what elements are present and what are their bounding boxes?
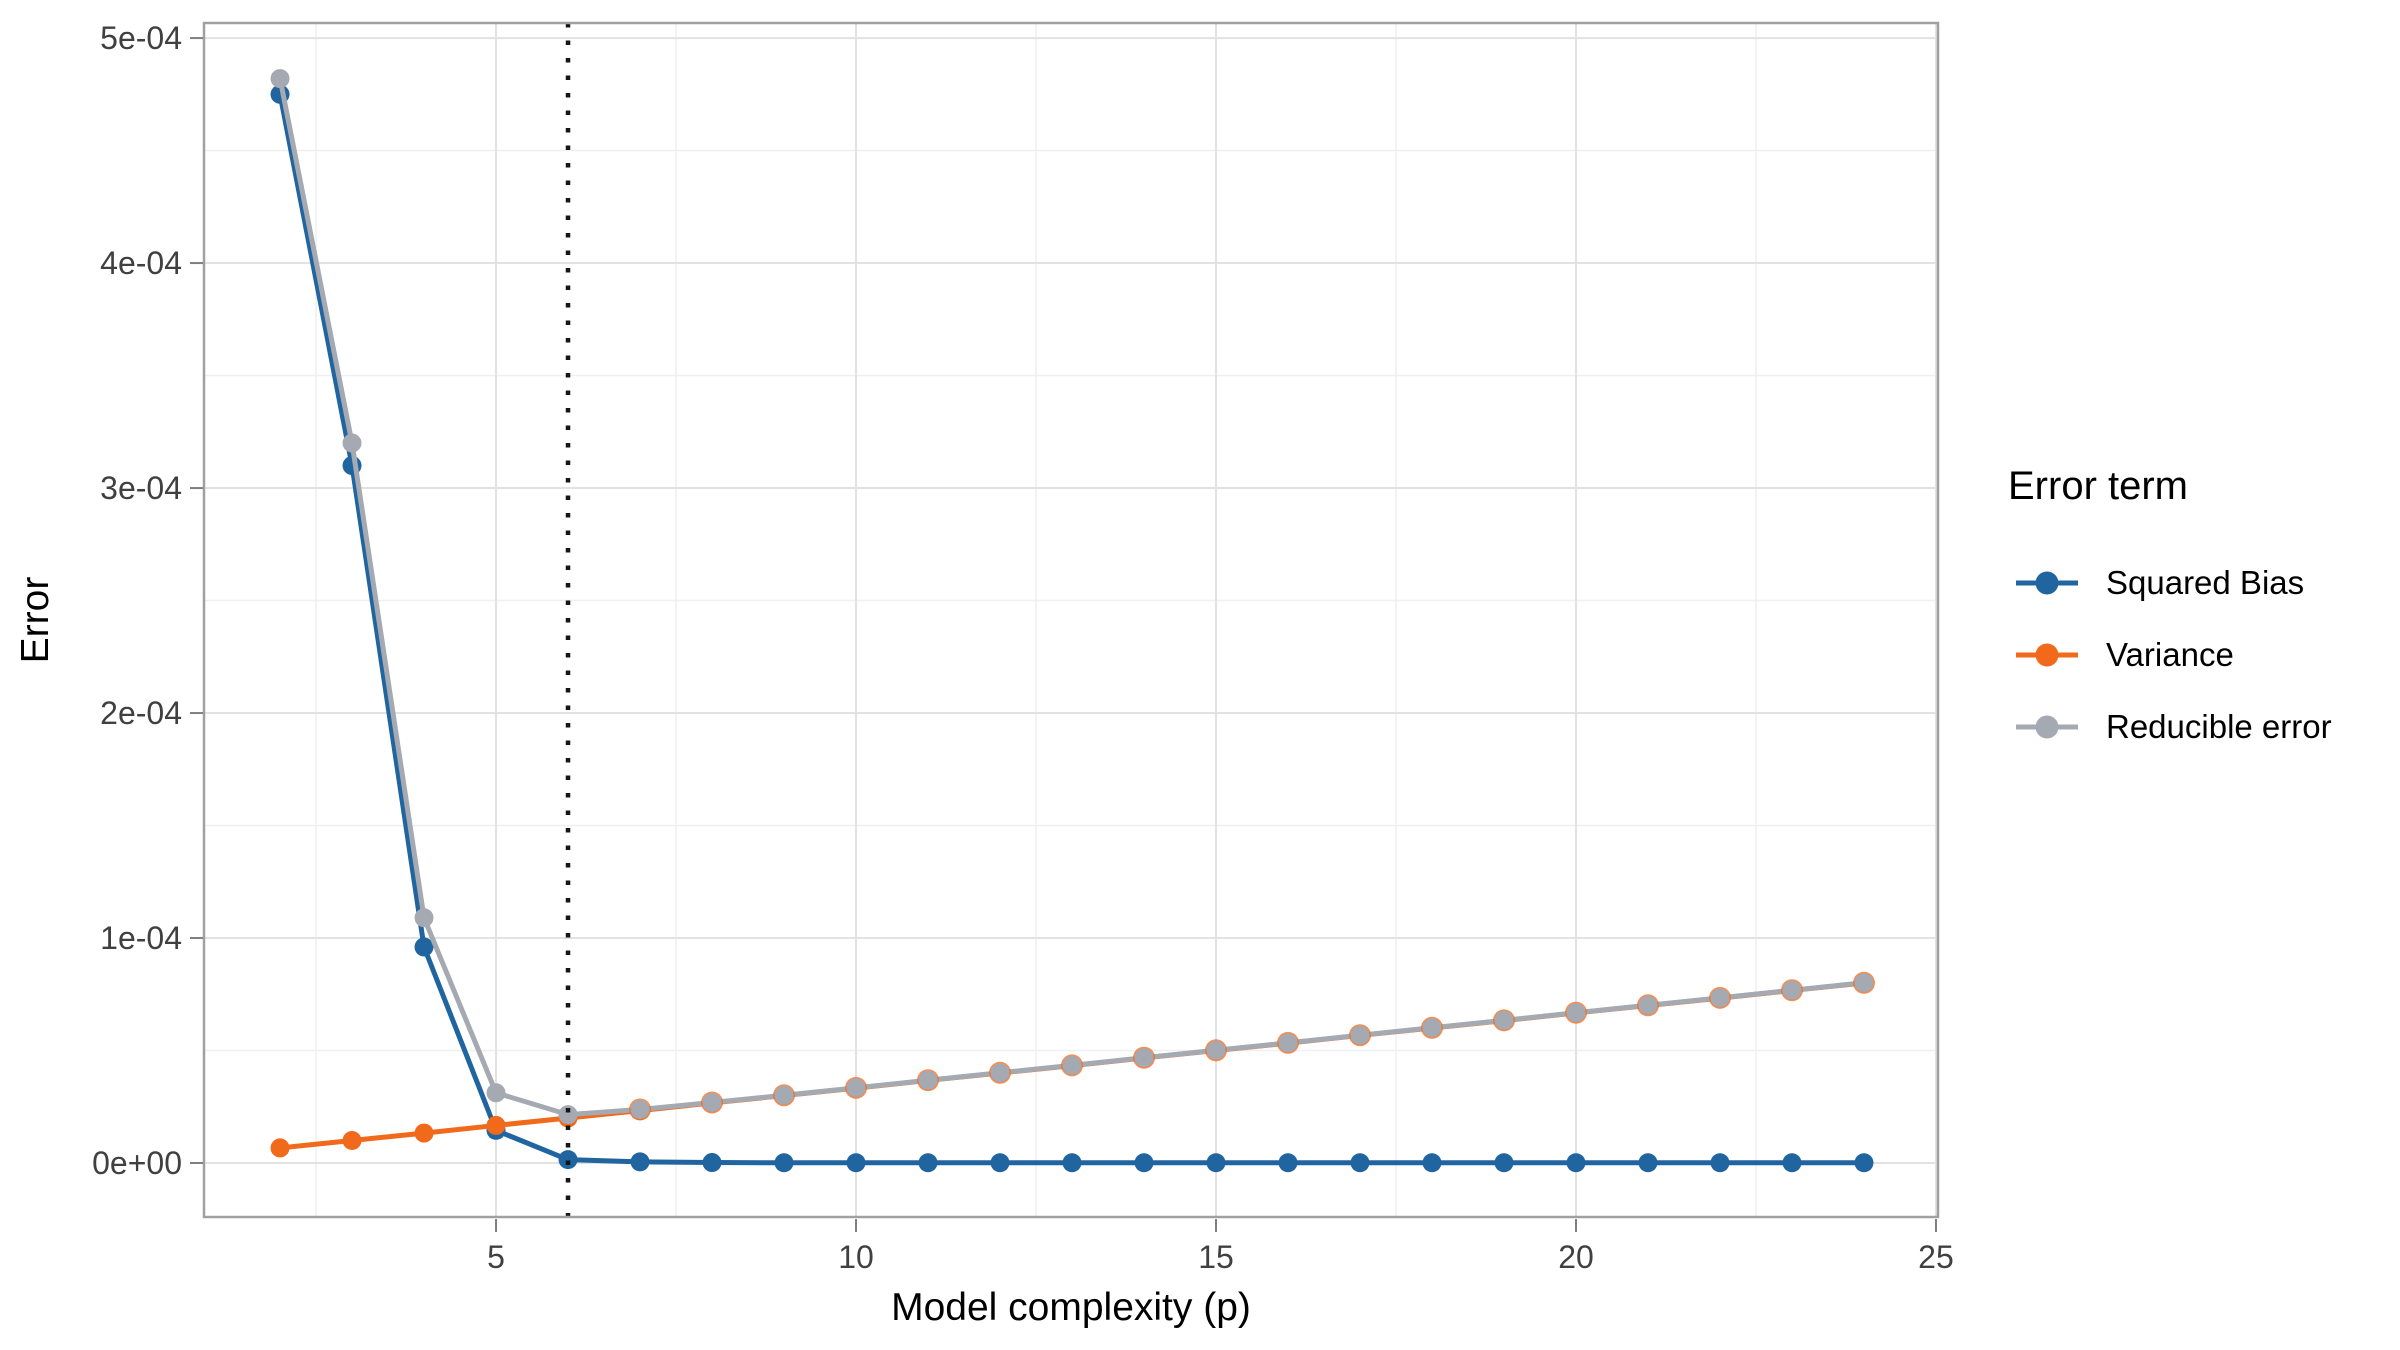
panel-border: [202, 21, 1940, 1219]
data-point-squared-bias: [1278, 1153, 1298, 1173]
data-point-variance: [486, 1115, 506, 1135]
data-point-reducible-error: [1062, 1055, 1082, 1075]
data-point-reducible-error: [1134, 1048, 1154, 1068]
data-point-squared-bias: [702, 1153, 722, 1173]
data-point-variance: [342, 1131, 362, 1151]
y-tick-label: 4e-04: [100, 245, 182, 281]
data-point-squared-bias: [1782, 1153, 1802, 1173]
data-point-reducible-error: [270, 69, 290, 89]
data-point-squared-bias: [990, 1153, 1010, 1173]
x-axis-title: Model complexity (p): [891, 1286, 1251, 1329]
data-point-reducible-error: [846, 1078, 866, 1098]
panel-background: [204, 23, 1938, 1217]
data-point-reducible-error: [1494, 1010, 1514, 1030]
data-point-reducible-error: [342, 433, 362, 453]
data-point-variance: [270, 1138, 290, 1158]
data-point-reducible-error: [1422, 1018, 1442, 1038]
series-reducible-error: [270, 69, 1875, 1125]
data-point-reducible-error: [918, 1070, 938, 1090]
legend: Error term Squared Bias Variance Reducib…: [2008, 464, 2400, 745]
y-tick-label: 1e-04: [100, 920, 182, 956]
data-point-reducible-error: [1782, 980, 1802, 1000]
data-point-reducible-error: [558, 1105, 578, 1125]
data-point-squared-bias: [774, 1153, 794, 1173]
x-tick-label: 5: [487, 1239, 505, 1275]
data-point-squared-bias: [1350, 1153, 1370, 1173]
data-point-reducible-error: [414, 908, 434, 928]
legend-key-reducible-error-icon: [2016, 715, 2078, 739]
data-point-reducible-error: [990, 1063, 1010, 1083]
legend-item-reducible-error: Reducible error: [2016, 706, 2332, 748]
legend-item-variance: Variance: [2016, 634, 2234, 676]
data-point-reducible-error: [1638, 995, 1658, 1015]
data-point-reducible-error: [486, 1083, 506, 1103]
x-tick-label: 25: [1918, 1239, 1954, 1275]
y-tick-label: 2e-04: [100, 695, 182, 731]
data-point-squared-bias: [630, 1152, 650, 1172]
y-axis-title: Error: [14, 576, 57, 664]
data-point-squared-bias: [1134, 1153, 1154, 1173]
legend-item-squared-bias: Squared Bias: [2016, 562, 2304, 604]
data-point-squared-bias: [918, 1153, 938, 1173]
data-point-variance: [414, 1123, 434, 1143]
data-point-reducible-error: [774, 1085, 794, 1105]
y-tick-label: 0e+00: [92, 1145, 182, 1181]
legend-key-squared-bias-icon: [2016, 571, 2078, 595]
data-point-reducible-error: [1566, 1003, 1586, 1023]
data-point-squared-bias: [1566, 1153, 1586, 1173]
x-tick-label: 10: [838, 1239, 874, 1275]
data-point-squared-bias: [846, 1153, 866, 1173]
data-point-squared-bias: [414, 937, 434, 957]
grid-minor: [204, 23, 1938, 1217]
series-squared-bias: [270, 84, 1874, 1173]
data-point-reducible-error: [1350, 1025, 1370, 1045]
legend-key-variance-icon: [2016, 643, 2078, 667]
y-tick-label: 5e-04: [100, 20, 182, 56]
data-point-squared-bias: [1422, 1153, 1442, 1173]
data-point-squared-bias: [1638, 1153, 1658, 1173]
legend-title: Error term: [2008, 464, 2188, 508]
data-point-reducible-error: [630, 1099, 650, 1119]
axis-ticks: 5 10 15 20 25 0e+00 1e-04 2e-04 3e-04 4e-04 5e-04: [92, 20, 1954, 1275]
y-tick-label: 3e-04: [100, 470, 182, 506]
data-point-squared-bias: [1062, 1153, 1082, 1173]
data-point-squared-bias: [1710, 1153, 1730, 1173]
data-point-reducible-error: [1854, 973, 1874, 993]
legend-label-reducible-error: Reducible error: [2106, 708, 2332, 745]
data-point-squared-bias: [1494, 1153, 1514, 1173]
data-point-squared-bias: [558, 1150, 578, 1170]
x-tick-label: 20: [1558, 1239, 1594, 1275]
data-point-reducible-error: [1278, 1033, 1298, 1053]
data-point-reducible-error: [702, 1092, 722, 1112]
data-point-reducible-error: [1206, 1040, 1226, 1060]
data-point-squared-bias: [1206, 1153, 1226, 1173]
legend-label-variance: Variance: [2106, 636, 2234, 673]
data-point-squared-bias: [1854, 1153, 1874, 1173]
grid-major: [204, 23, 1938, 1217]
legend-label-squared-bias: Squared Bias: [2106, 564, 2305, 601]
data-point-reducible-error: [1710, 988, 1730, 1008]
x-tick-label: 15: [1198, 1239, 1234, 1275]
